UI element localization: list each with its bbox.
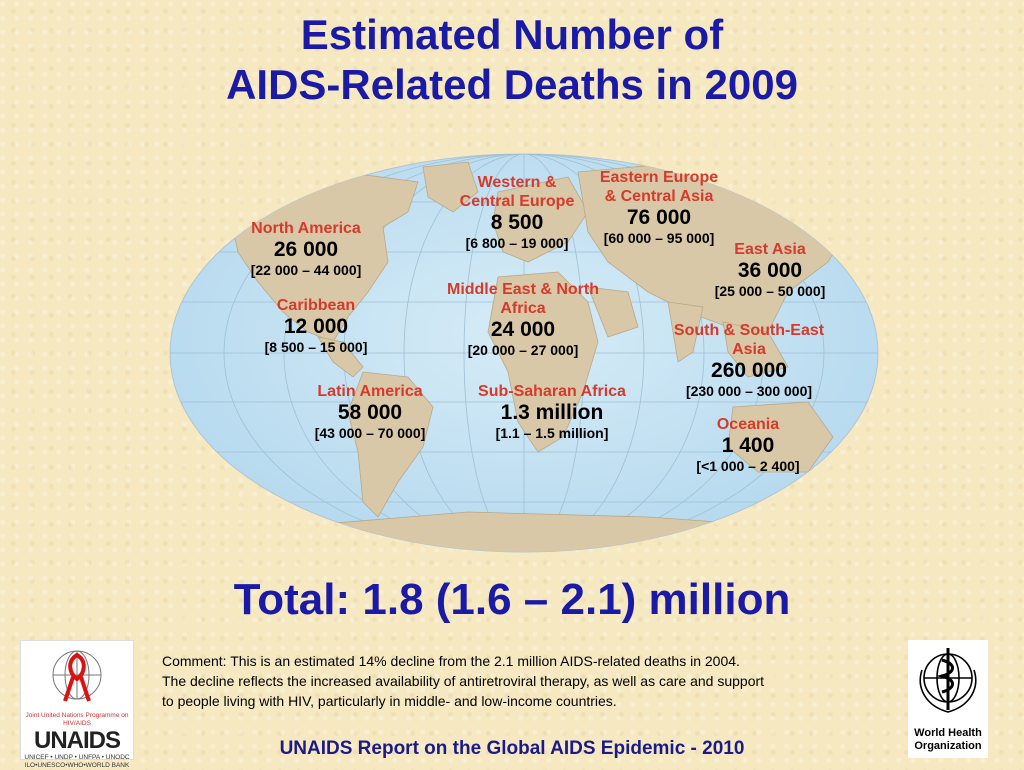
region-range: [25 000 – 50 000] bbox=[714, 283, 826, 299]
region-value: 36 000 bbox=[737, 259, 803, 282]
title-line-2: AIDS-Related Deaths in 2009 bbox=[226, 61, 798, 108]
region-range: [60 000 – 95 000] bbox=[603, 230, 715, 246]
region-name-line-1: Middle East & North bbox=[446, 281, 599, 298]
unaids-cosponsors-1: UNICEF • UNDP • UNFPA • UNODC bbox=[24, 754, 130, 761]
region-name-line-1: Eastern Europe bbox=[599, 169, 719, 186]
red-ribbon-icon bbox=[52, 650, 102, 702]
region-east-asia: East Asia 36 000 [25 000 – 50 000] bbox=[690, 240, 850, 300]
region-name-line-2: Asia bbox=[732, 341, 766, 358]
total-deaths: Total: 1.8 (1.6 – 2.1) million bbox=[233, 575, 791, 624]
region-sub-saharan-africa: Sub-Saharan Africa 1.3 million [1.1 – 1.… bbox=[452, 382, 652, 442]
arabia bbox=[587, 286, 639, 338]
region-middle-east-north-africa: Middle East & North Africa 24 000 [20 00… bbox=[420, 280, 626, 359]
region-name-line-2: Central Europe bbox=[459, 193, 575, 210]
region-name-line-1: Western & bbox=[477, 174, 557, 191]
region-eastern-europe-central-asia: Eastern Europe & Central Asia 76 000 [60… bbox=[576, 168, 742, 247]
region-name-line-2: & Central Asia bbox=[604, 188, 714, 205]
unaids-logo: Joint United Nations Programme on HIV/AI… bbox=[20, 640, 134, 769]
unaids-tagline: Joint United Nations Programme on HIV/AI… bbox=[25, 712, 129, 727]
who-name-line-1: World Health bbox=[914, 727, 982, 739]
region-value: 260 000 bbox=[711, 359, 787, 382]
title-line-1: Estimated Number of bbox=[300, 11, 724, 58]
region-range: [6 800 – 19 000] bbox=[465, 235, 569, 251]
region-name: East Asia bbox=[734, 241, 806, 258]
region-value: 1.3 million bbox=[500, 401, 604, 424]
southeast-asia bbox=[722, 321, 789, 378]
south-america bbox=[347, 371, 434, 518]
north-america bbox=[227, 173, 419, 343]
region-name: North America bbox=[251, 220, 361, 237]
region-value: 12 000 bbox=[283, 315, 349, 338]
who-emblem-icon bbox=[919, 648, 977, 713]
region-range: [230 000 – 300 000] bbox=[685, 383, 813, 399]
region-name-line-1: South & South-East bbox=[673, 322, 825, 339]
comment-line-3: to people living with HIV, particularly … bbox=[162, 693, 617, 709]
africa bbox=[487, 271, 599, 453]
greenland bbox=[422, 161, 479, 213]
region-name: Sub-Saharan Africa bbox=[478, 383, 626, 400]
region-western-central-europe: Western & Central Europe 8 500 [6 800 – … bbox=[432, 173, 602, 252]
region-value: 24 000 bbox=[490, 318, 556, 341]
unaids-cosponsors-2: ILO•UNESCO•WHO•WORLD BANK bbox=[24, 762, 130, 769]
slide-title: Estimated Number of AIDS-Related Deaths … bbox=[0, 10, 1024, 110]
region-name: Oceania bbox=[716, 416, 780, 433]
region-caribbean: Caribbean 12 000 [8 500 – 15 000] bbox=[234, 296, 398, 356]
region-value: 26 000 bbox=[273, 238, 339, 261]
who-logo: World Health Organization bbox=[908, 640, 988, 758]
region-name: Caribbean bbox=[276, 297, 356, 314]
world-map bbox=[169, 153, 879, 553]
comment-line-2: The decline reflects the increased avail… bbox=[162, 673, 765, 689]
who-name-line-2: Organization bbox=[914, 740, 982, 752]
region-value: 58 000 bbox=[337, 401, 403, 424]
region-north-america: North America 26 000 [22 000 – 44 000] bbox=[224, 219, 388, 279]
india bbox=[667, 301, 704, 363]
comment-text: Comment: This is an estimated 14% declin… bbox=[162, 651, 902, 711]
region-range: [20 000 – 27 000] bbox=[467, 342, 579, 358]
region-name-line-2: Africa bbox=[500, 300, 546, 317]
region-range: [8 500 – 15 000] bbox=[264, 339, 368, 355]
comment-line-1: Comment: This is an estimated 14% declin… bbox=[162, 653, 740, 669]
footer-source: UNAIDS Report on the Global AIDS Epidemi… bbox=[279, 738, 745, 759]
region-range: [22 000 – 44 000] bbox=[250, 262, 362, 278]
region-range: [<1 000 – 2 400] bbox=[696, 458, 800, 474]
region-range: [43 000 – 70 000] bbox=[314, 425, 426, 441]
region-south-southeast-asia: South & South-East Asia 260 000 [230 000… bbox=[648, 321, 850, 400]
europe bbox=[492, 176, 589, 263]
region-name: Latin America bbox=[317, 383, 423, 400]
region-value: 76 000 bbox=[626, 206, 692, 229]
region-value: 8 500 bbox=[490, 211, 544, 234]
region-range: [1.1 – 1.5 million] bbox=[495, 425, 609, 441]
region-latin-america: Latin America 58 000 [43 000 – 70 000] bbox=[288, 382, 452, 442]
region-oceania: Oceania 1 400 [<1 000 – 2 400] bbox=[668, 415, 828, 475]
region-value: 1 400 bbox=[721, 434, 775, 457]
central-america bbox=[317, 336, 364, 378]
unaids-name: UNAIDS bbox=[33, 727, 121, 754]
